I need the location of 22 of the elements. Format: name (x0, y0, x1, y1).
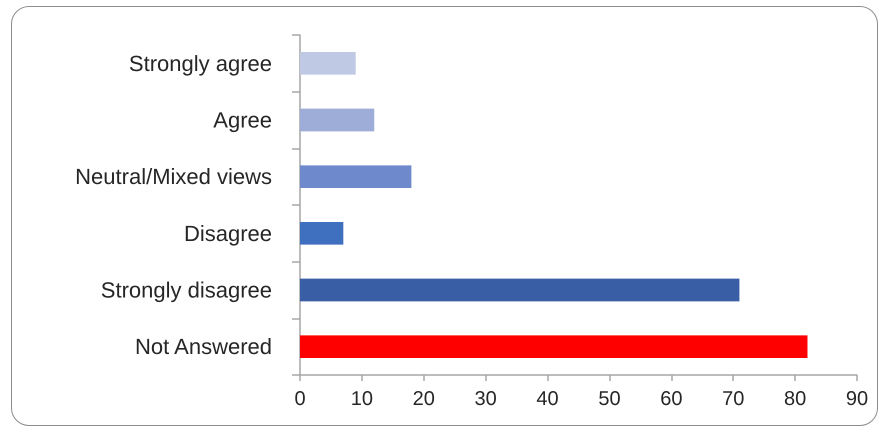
bar (300, 335, 808, 358)
bar (300, 165, 412, 188)
x-tick-label: 60 (660, 388, 682, 410)
y-tick-label: Disagree (184, 220, 272, 246)
x-tick-label: 10 (350, 388, 374, 410)
x-tick-label: 0 (294, 388, 306, 410)
y-tick-label: Agree (213, 108, 272, 132)
bar (300, 278, 740, 302)
bar (300, 108, 374, 132)
x-tick-label: 50 (598, 388, 621, 410)
bar (300, 222, 344, 245)
y-tick-label: Neutral/Mixed views (75, 164, 272, 190)
x-tick-label: 20 (412, 388, 435, 410)
bar (300, 52, 356, 75)
y-tick-label: Strongly agree (128, 50, 272, 76)
x-tick-label: 30 (474, 388, 497, 410)
y-tick-label: Not Answered (135, 334, 272, 360)
y-tick-label: Strongly disagree (100, 278, 272, 302)
x-tick-label: 90 (846, 388, 868, 410)
x-tick-label: 70 (722, 388, 744, 410)
x-tick-label: 40 (536, 388, 559, 410)
x-tick-label: 80 (784, 388, 806, 410)
